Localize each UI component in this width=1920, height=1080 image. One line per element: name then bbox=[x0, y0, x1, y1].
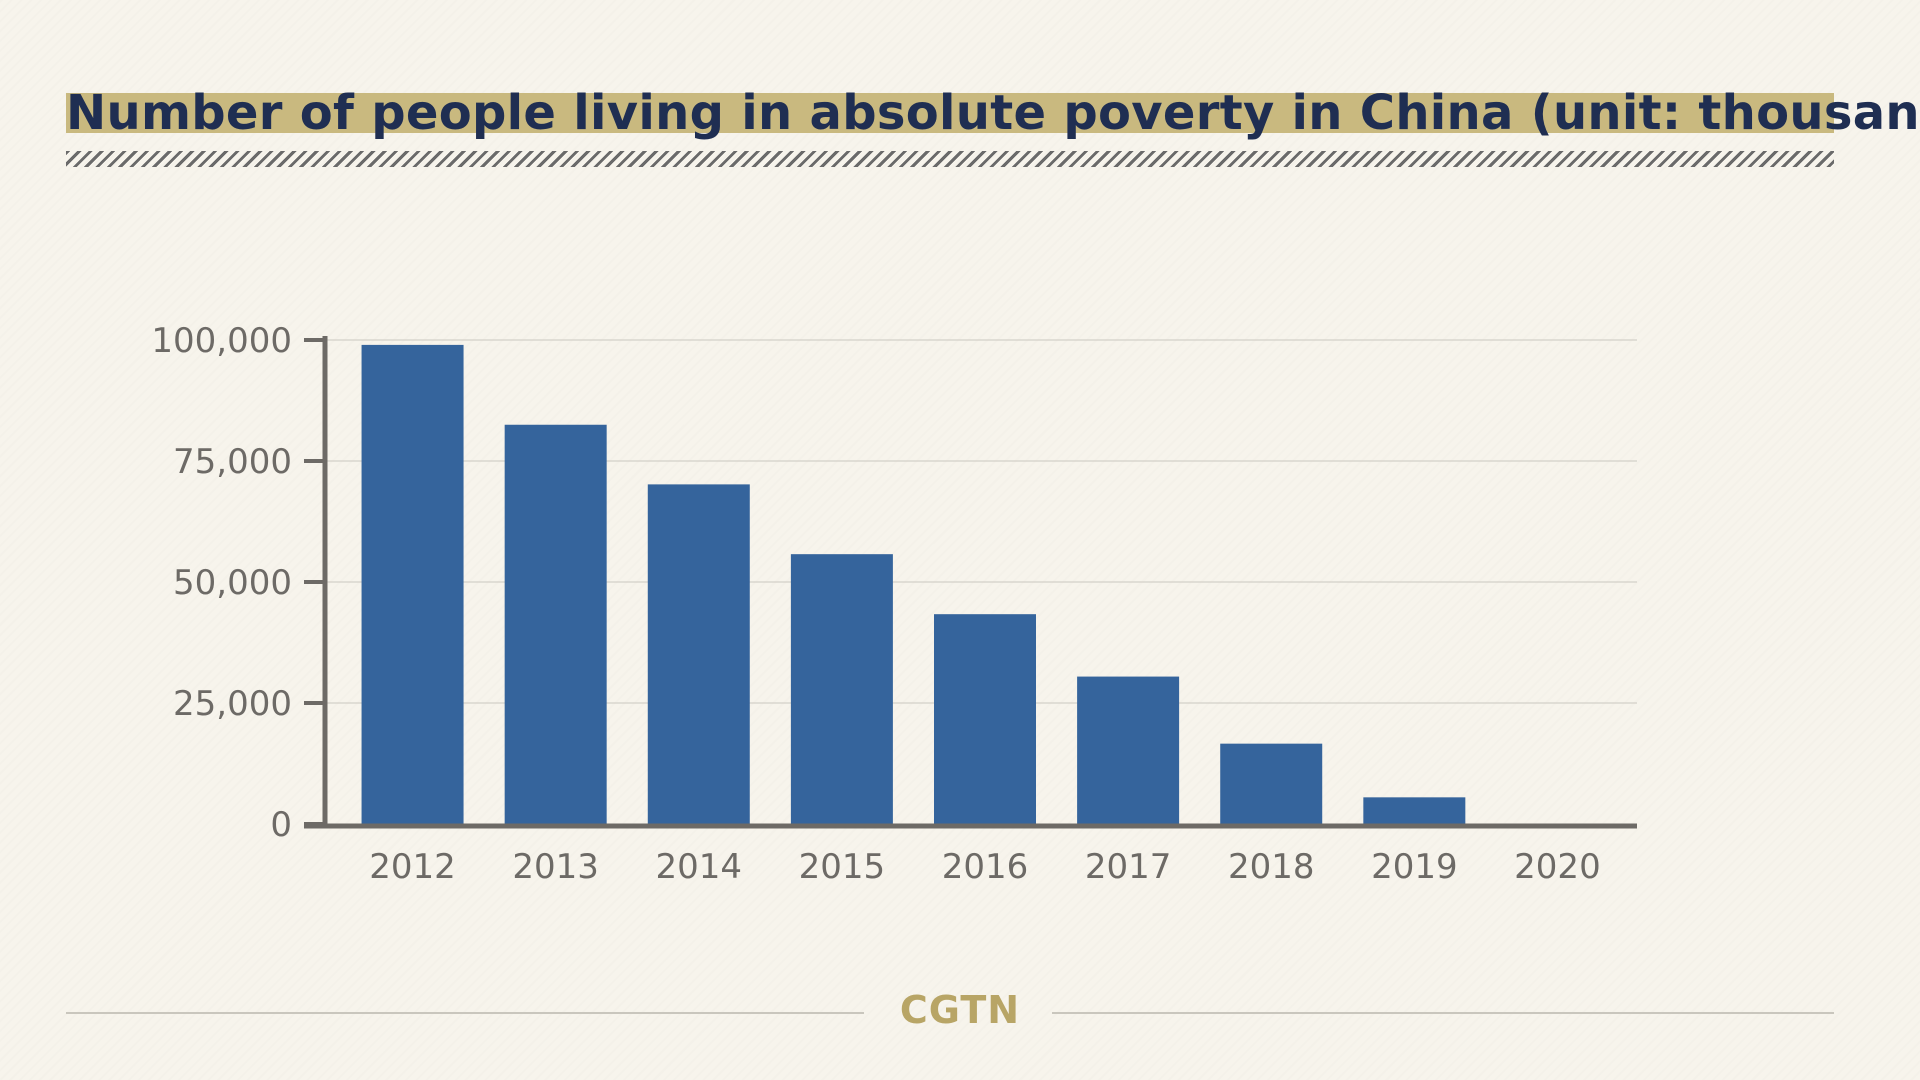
x-tick-label: 2012 bbox=[369, 847, 456, 887]
hatched-divider bbox=[66, 151, 1834, 167]
y-tick-label: 0 bbox=[270, 805, 292, 845]
y-tick-label: 25,000 bbox=[173, 684, 292, 724]
bar-2014 bbox=[647, 484, 750, 824]
bar-2018 bbox=[1220, 743, 1323, 824]
x-tick-label: 2017 bbox=[1085, 847, 1172, 887]
title-block: Number of people living in absolute pove… bbox=[66, 84, 1920, 174]
y-tick-label: 100,000 bbox=[151, 321, 292, 361]
x-tick-label: 2018 bbox=[1228, 847, 1315, 887]
footer-line-left bbox=[66, 1012, 864, 1014]
footer-line-right bbox=[1052, 1012, 1834, 1014]
brand-logo: CGTN bbox=[899, 988, 1021, 1032]
bar-2017 bbox=[1077, 676, 1180, 824]
x-tick-label: 2015 bbox=[799, 847, 886, 887]
x-tick-label: 2013 bbox=[512, 847, 599, 887]
bar-2015 bbox=[790, 554, 893, 824]
y-tick-label: 75,000 bbox=[173, 442, 292, 482]
bar-2013 bbox=[504, 424, 607, 824]
x-tick-label: 2014 bbox=[656, 847, 743, 887]
bar-2012 bbox=[361, 344, 464, 824]
x-tick-label: 2016 bbox=[942, 847, 1029, 887]
title-highlight bbox=[66, 93, 1834, 133]
y-tick-label: 50,000 bbox=[173, 563, 292, 603]
x-tick-label: 2020 bbox=[1514, 847, 1601, 887]
x-tick-label: 2019 bbox=[1371, 847, 1458, 887]
bar-2016 bbox=[934, 614, 1036, 824]
bar-2019 bbox=[1363, 797, 1466, 824]
chart-title: Number of people living in absolute pove… bbox=[66, 85, 1920, 141]
